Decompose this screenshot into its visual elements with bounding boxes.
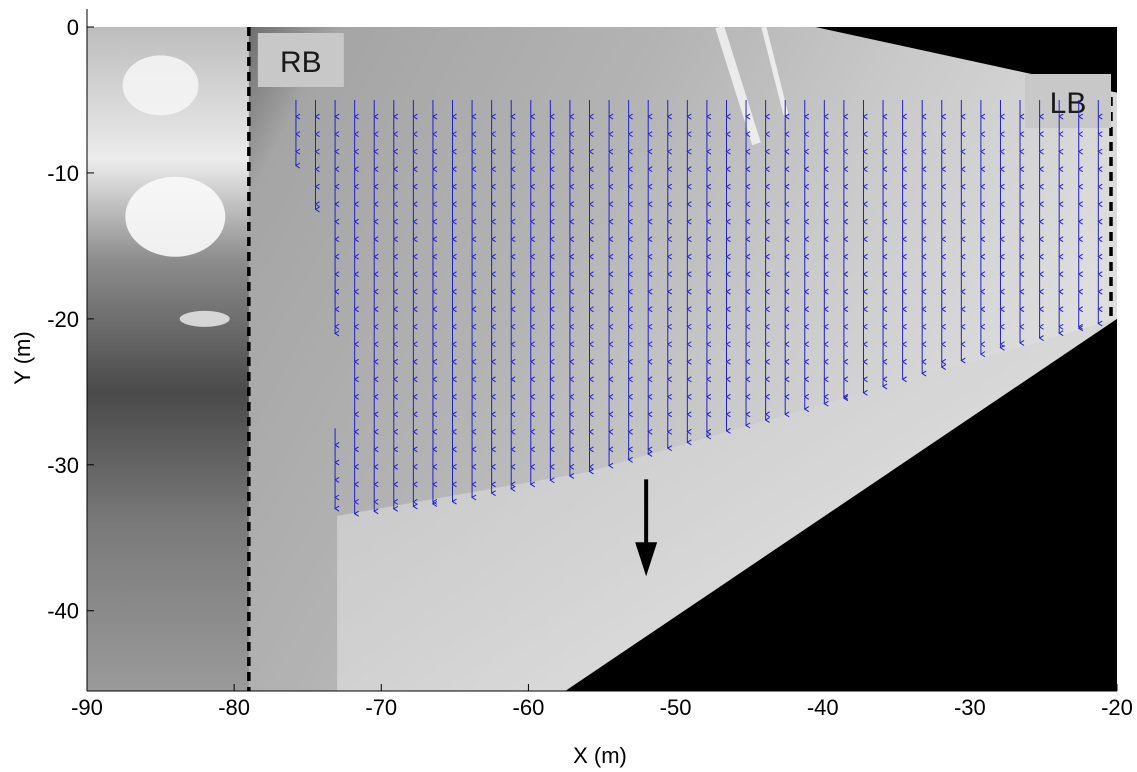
bank-label-rb: RB [280,46,322,79]
x-tick-label: -90 [71,695,103,720]
y-tick-label: -20 [47,307,79,332]
river-image [87,25,1118,691]
y-axis-title: Y (m) [10,331,35,384]
glare-patch [179,310,230,327]
x-axis-ticks: -90 -80 -70 -60 -50 -40 -30 -20 [71,684,1133,720]
sandbar-region [337,318,1118,691]
x-axis-title: X (m) [573,743,627,768]
masked-region-bottom [565,318,1117,691]
flow-arrow-head [635,542,658,577]
velocity-vector-field [294,99,1103,517]
y-tick-label: -30 [47,453,79,478]
bank-label-box-rb [257,33,344,87]
x-tick-label: -30 [954,695,986,720]
y-tick-label: 0 [67,15,79,40]
glare-patch [122,55,199,116]
y-tick-label: -40 [47,599,79,624]
surface-streak [761,26,789,116]
y-tick-label: -10 [47,161,79,186]
bank-lines: RB LB [247,27,1113,691]
surface-streak [715,25,761,146]
glare-patch [125,176,226,257]
left-bank-region [87,27,249,691]
x-tick-label: -40 [807,695,839,720]
flow-direction-arrow [635,479,658,577]
x-tick-label: -60 [513,695,545,720]
y-axis-ticks: 0 -10 -20 -30 -40 [47,15,94,624]
bank-label-lb: LB [1050,87,1087,120]
x-tick-label: -20 [1101,695,1133,720]
x-tick-label: -50 [660,695,692,720]
x-tick-label: -70 [365,695,397,720]
axes [86,9,1117,692]
x-tick-label: -80 [218,695,250,720]
masked-region-top [815,27,1117,93]
